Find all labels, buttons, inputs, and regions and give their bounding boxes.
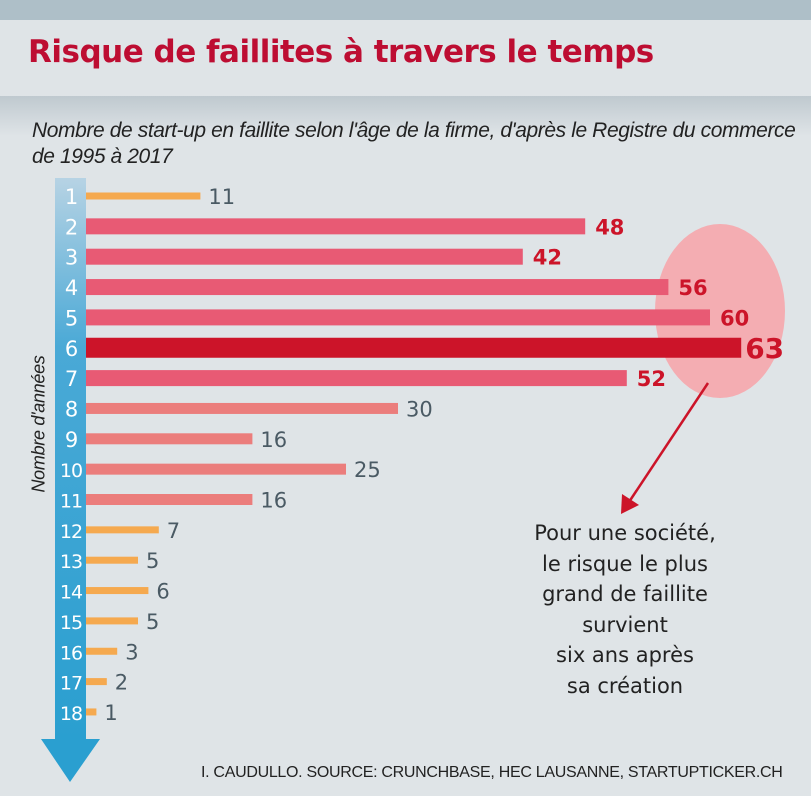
- category-label: 18: [60, 703, 82, 725]
- bar-5: [86, 309, 710, 326]
- category-label: 12: [60, 521, 82, 543]
- source-credit: I. CAUDULLO. SOURCE: CRUNCHBASE, HEC LAU…: [201, 764, 783, 781]
- category-label: 2: [65, 215, 77, 239]
- category-label: 11: [60, 491, 82, 513]
- value-label: 42: [533, 246, 562, 270]
- header-shadow: [0, 96, 811, 136]
- category-label: 6: [65, 337, 78, 361]
- annotation-arrow-head: [621, 494, 639, 514]
- bar-2: [86, 218, 586, 235]
- value-label: 6: [156, 580, 169, 604]
- bar-6: [86, 337, 742, 358]
- top-stripe: [0, 0, 811, 20]
- bar-18: [86, 708, 97, 716]
- bar-1: [86, 192, 201, 200]
- bar-12: [86, 526, 159, 534]
- category-label: 14: [60, 582, 83, 604]
- bars-group: [86, 192, 742, 716]
- category-label: 13: [60, 551, 82, 573]
- value-label: 56: [678, 276, 707, 300]
- axis-arrow-head: [41, 739, 100, 782]
- annotation-arrow-line: [625, 382, 710, 506]
- bar-4: [86, 279, 669, 296]
- category-label: 17: [60, 673, 82, 695]
- annotation-line: sa création: [566, 673, 684, 698]
- category-label: 9: [65, 428, 77, 452]
- value-label: 60: [720, 306, 749, 330]
- bar-11: [86, 494, 253, 505]
- value-label: 11: [208, 185, 235, 209]
- value-label: 25: [354, 458, 381, 482]
- bar-10: [86, 463, 346, 475]
- category-label: 10: [60, 460, 82, 482]
- annotation-line: le risque le plus: [542, 551, 708, 576]
- bar-8: [86, 402, 398, 414]
- value-label: 63: [745, 332, 784, 365]
- bar-15: [86, 617, 138, 625]
- category-label: 15: [60, 612, 82, 634]
- value-label: 52: [637, 367, 666, 391]
- value-label: 3: [125, 640, 138, 664]
- value-label: 30: [406, 397, 433, 421]
- category-label: 8: [65, 397, 77, 421]
- bar-17: [86, 678, 107, 686]
- value-label: 16: [260, 489, 287, 513]
- chart-title: Risque de faillites à travers le temps: [28, 34, 654, 70]
- annotation-arrow: [621, 382, 710, 514]
- axis-arrow-shaft: [55, 178, 86, 741]
- chart-subtitle: Nombre de start-up en faillite selon l'â…: [32, 119, 796, 168]
- annotation-line: six ans après: [556, 643, 694, 667]
- category-label: 4: [65, 276, 78, 300]
- bar-9: [86, 433, 253, 445]
- bar-14: [86, 587, 149, 595]
- value-label: 7: [167, 519, 180, 543]
- value-label: 16: [260, 428, 287, 452]
- annotation-line: Pour une société,: [534, 521, 716, 545]
- annotation-line: grand de faillite: [542, 582, 708, 606]
- bar-16: [86, 647, 118, 655]
- annotation-text: Pour une société, le risque le plus gran…: [500, 518, 750, 701]
- bar-7: [86, 370, 627, 387]
- value-label: 48: [595, 215, 624, 239]
- annotation-line: survient: [582, 612, 668, 637]
- year-axis-arrow: [41, 178, 100, 782]
- category-label: 3: [65, 246, 77, 270]
- value-label: 5: [146, 610, 159, 634]
- bar-3: [86, 248, 523, 265]
- y-axis-label: Nombre d'années: [28, 355, 49, 493]
- value-label: 1: [104, 701, 117, 725]
- title-band: [0, 20, 811, 96]
- value-label: 2: [115, 671, 128, 695]
- category-label: 5: [65, 306, 77, 330]
- category-label: 1: [65, 185, 77, 209]
- category-label: 16: [60, 642, 82, 664]
- bar-13: [86, 556, 138, 564]
- value-label: 5: [146, 549, 159, 573]
- category-label: 7: [65, 367, 77, 391]
